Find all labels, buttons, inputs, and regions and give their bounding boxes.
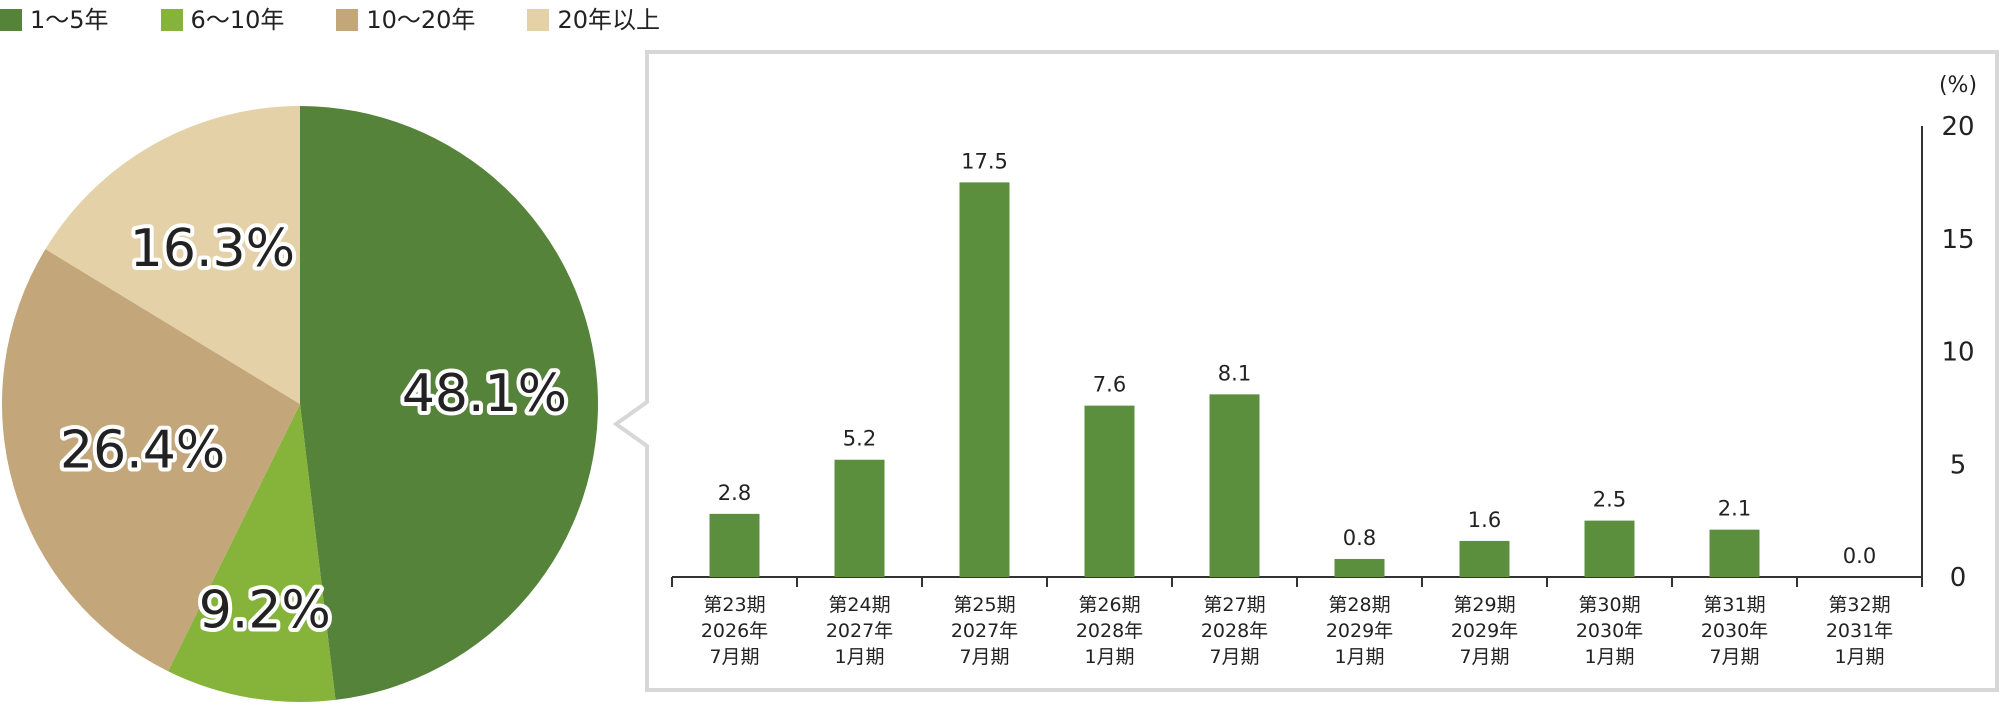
x-category-label: 第28期 <box>1328 594 1390 616</box>
x-category-label: 2027年 <box>951 620 1018 642</box>
x-category-label: 2029年 <box>1326 620 1393 642</box>
pie-percent-label: 26.4% <box>60 421 225 481</box>
x-category-label: 1月期 <box>1584 646 1634 668</box>
x-category-label: 2030年 <box>1701 620 1768 642</box>
x-category-label: 2028年 <box>1201 620 1268 642</box>
bar <box>1584 520 1635 577</box>
legend-item: 6〜10年 <box>160 6 285 34</box>
bar-value-label: 2.5 <box>1593 488 1626 512</box>
x-category-label: 第30期 <box>1578 594 1640 616</box>
x-category-label: 1月期 <box>1334 646 1384 668</box>
x-category-label: 第23期 <box>703 594 765 616</box>
pie-percent-label: 48.1% <box>402 364 567 424</box>
x-category-label: 2031年 <box>1826 620 1893 642</box>
pie-chart: 48.1% 9.2% 26.4% 16.3% <box>2 106 598 702</box>
y-tick-label: 5 <box>1950 450 1967 480</box>
y-unit-label: (%) <box>1939 73 1977 98</box>
x-category-label: 第24期 <box>828 594 890 616</box>
x-category-label: 7月期 <box>1459 646 1509 668</box>
y-tick-label: 20 <box>1941 112 1974 142</box>
bar-value-label: 5.2 <box>843 427 876 451</box>
bar-value-label: 2.1 <box>1718 497 1751 521</box>
x-category-label: 第29期 <box>1453 594 1515 616</box>
bar-value-label: 7.6 <box>1093 373 1126 397</box>
x-category-label: 第31期 <box>1703 594 1765 616</box>
legend-item: 20年以上 <box>527 8 660 32</box>
bar-value-label: 8.1 <box>1218 361 1251 385</box>
x-category-label: 2026年 <box>701 620 768 642</box>
x-category-label: 1月期 <box>1834 646 1884 668</box>
legend-swatch <box>0 9 22 31</box>
legend-item: 10〜20年 <box>336 8 475 32</box>
y-tick-label: 0 <box>1950 563 1967 593</box>
x-category-label: 1月期 <box>1084 646 1134 668</box>
legend: 1〜5年 6〜10年 10〜20年 20年以上 <box>0 4 712 36</box>
x-category-label: 2030年 <box>1576 620 1643 642</box>
bar-value-label: 1.6 <box>1468 508 1501 532</box>
pie-slice <box>45 106 300 404</box>
legend-swatch <box>160 9 183 31</box>
pie-slice <box>168 404 336 702</box>
legend-label: 20年以上 <box>557 6 660 34</box>
bar-value-label: 17.5 <box>961 149 1008 173</box>
x-category-label: 第32期 <box>1828 594 1890 616</box>
bar <box>834 459 885 577</box>
legend-swatch <box>527 9 550 31</box>
x-category-label: 1月期 <box>834 646 884 668</box>
x-category-label: 7月期 <box>1709 646 1759 668</box>
x-category-label: 7月期 <box>1209 646 1259 668</box>
bar <box>1209 394 1260 577</box>
bar-value-label: 0.8 <box>1343 526 1376 550</box>
x-category-label: 2028年 <box>1076 620 1143 642</box>
bar-chart: 0 5 10 15 20 (%) 2.8 第23期 2026年 7月期 5.2 第24期 2027年 1月… <box>671 73 1977 668</box>
x-category-label: 7月期 <box>709 646 759 668</box>
legend-label: 1〜5年 <box>30 6 109 34</box>
x-category-label: 2029年 <box>1451 620 1518 642</box>
pie-slice <box>2 249 301 672</box>
x-category-label: 第26期 <box>1078 594 1140 616</box>
callout-frame <box>612 50 1999 692</box>
bar <box>959 182 1010 577</box>
x-category-label: 7月期 <box>959 646 1009 668</box>
pie-percent-label: 9.2% <box>199 581 331 641</box>
bar-value-label: 2.8 <box>718 481 751 505</box>
bar <box>1334 558 1385 577</box>
bar <box>709 513 760 577</box>
pie-slice <box>300 106 598 700</box>
pie-percent-label: 16.3% <box>130 219 295 279</box>
bar <box>1459 540 1510 577</box>
legend-item: 1〜5年 <box>0 8 109 32</box>
x-category-label: 第27期 <box>1203 594 1265 616</box>
x-category-label: 第25期 <box>953 594 1015 616</box>
bar <box>1084 405 1135 577</box>
legend-swatch <box>336 9 359 31</box>
y-tick-label: 10 <box>1941 338 1974 368</box>
legend-label: 10〜20年 <box>366 6 476 34</box>
y-tick-label: 15 <box>1941 225 1974 255</box>
legend-label: 6〜10年 <box>190 6 285 34</box>
bar <box>1709 529 1760 577</box>
bar-value-label: 0.0 <box>1843 544 1876 568</box>
x-category-label: 2027年 <box>826 620 893 642</box>
